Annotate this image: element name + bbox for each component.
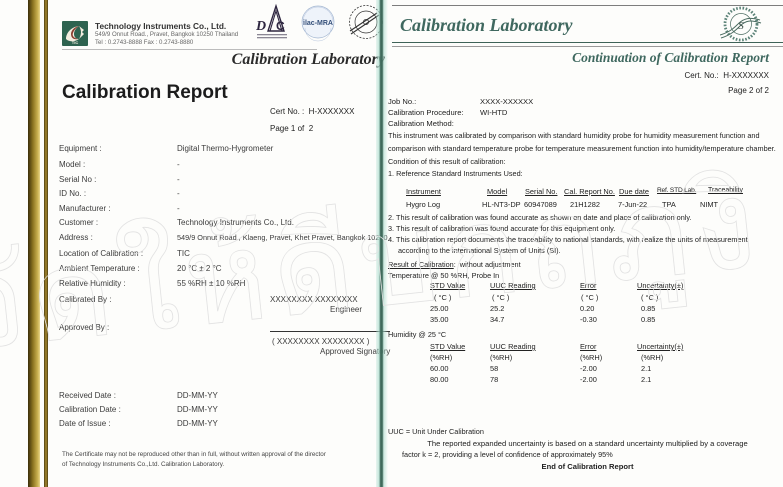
svg-text:D: D xyxy=(256,19,266,34)
svg-text:S: S xyxy=(738,20,744,32)
svg-text:C: C xyxy=(276,19,285,33)
svg-text:TIC: TIC xyxy=(72,40,79,45)
svg-text:ilac-MRA: ilac-MRA xyxy=(303,20,333,27)
